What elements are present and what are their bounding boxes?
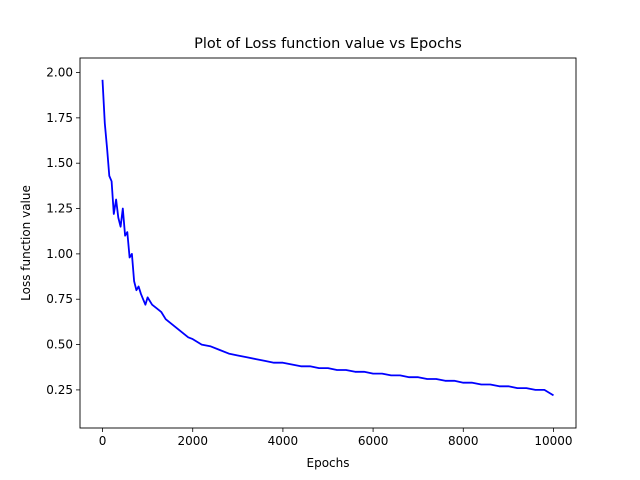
y-tick-label: 1.25 [46, 202, 73, 216]
y-tick-label: 0.25 [46, 383, 73, 397]
y-tick-label: 2.00 [46, 66, 73, 80]
y-tick-label: 1.50 [46, 156, 73, 170]
series-line-0 [101, 79, 554, 397]
x-tick-label: 4000 [268, 434, 299, 448]
x-axis: 0 2000 4000 6000 8000 10000 [99, 428, 573, 448]
x-tick-label: 8000 [448, 434, 479, 448]
y-axis: 0.25 0.50 0.75 1.00 1.25 1.50 1.75 2.00 [46, 66, 80, 397]
y-tick-label: 1.00 [46, 247, 73, 261]
series-line-group [101, 79, 554, 397]
y-tick-label: 0.75 [46, 292, 73, 306]
x-axis-label: Epochs [307, 456, 350, 470]
x-tick-label: 0 [99, 434, 107, 448]
x-tick-label: 2000 [177, 434, 208, 448]
y-axis-label: Loss function value [19, 185, 33, 301]
chart-title: Plot of Loss function value vs Epochs [194, 36, 462, 52]
x-tick-label: 10000 [534, 434, 572, 448]
plot-frame [79, 57, 577, 429]
x-tick-label: 6000 [358, 434, 389, 448]
y-tick-label: 0.50 [46, 338, 73, 352]
y-tick-label: 1.75 [46, 111, 73, 125]
